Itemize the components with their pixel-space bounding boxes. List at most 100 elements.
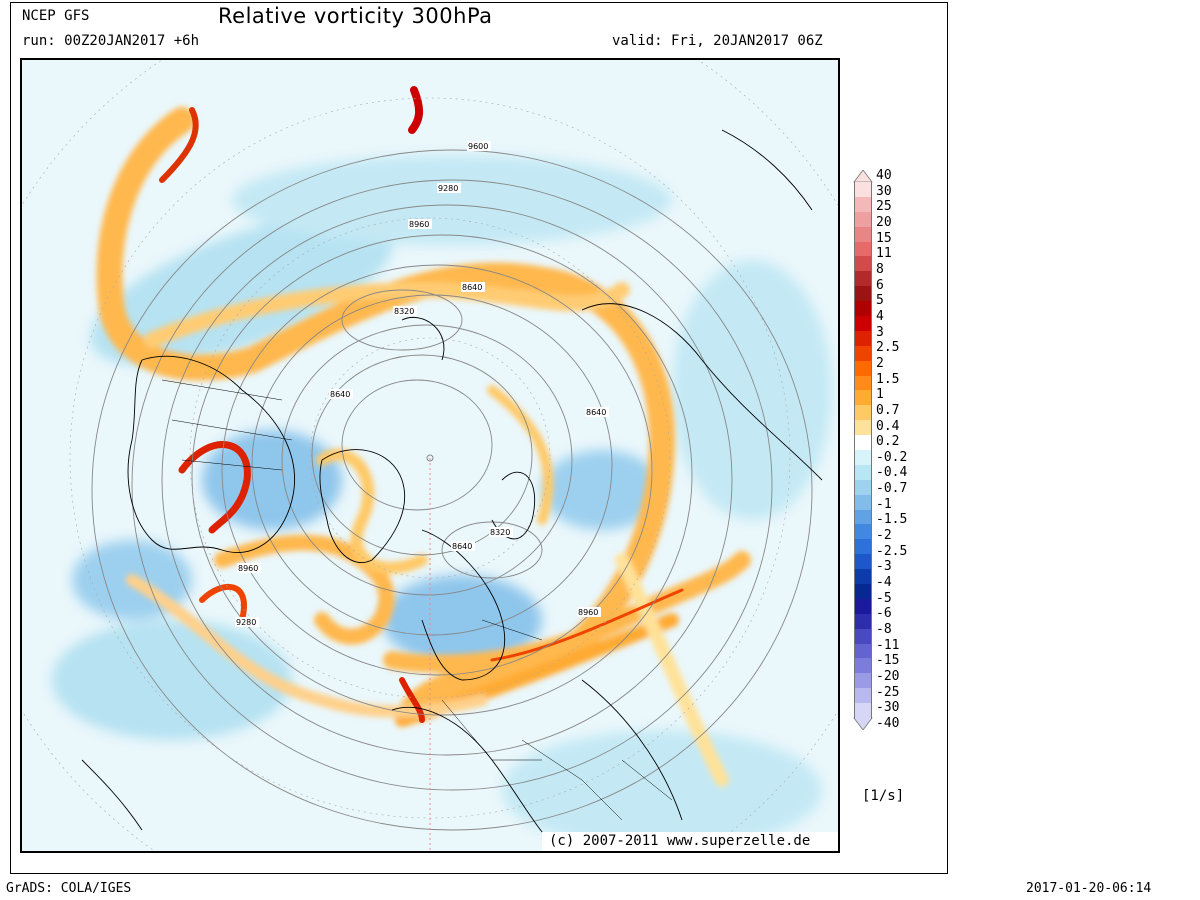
legend-label: 2.5 [876,340,900,356]
legend-swatch [854,435,872,451]
legend-label: 30 [876,183,892,199]
positive-vorticity-jets [96,86,751,787]
legend-swatch [854,211,872,228]
legend-swatch [854,226,872,243]
svg-text:8960: 8960 [409,220,429,229]
vorticity-map: 9600 9280 8960 8640 8320 8640 8640 8320 … [20,58,840,853]
legend-label: 1.5 [876,371,900,387]
country-borders [161,379,673,821]
svg-text:9600: 9600 [468,142,488,151]
legend-label: 0.7 [876,402,900,418]
north-pole-marker [426,454,434,462]
legend-swatch [854,673,872,689]
contour-label: 8960 [577,607,601,617]
run-info: run: 00Z20JAN2017 +6h [22,33,200,49]
svg-text:8640: 8640 [452,542,472,551]
legend-swatch [854,643,872,660]
svg-text:8640: 8640 [586,408,606,417]
legend-swatch [854,316,872,332]
contour-label: 8320 [489,527,513,537]
color-legend: 40 30 25 20 15 11 8 6 5 4 3 2.5 2 1.5 1 0.7 0.4 0.2 -0.2 -0… [852,168,922,731]
legend-label: -30 [876,700,900,716]
legend-swatch [854,464,872,481]
legend-swatch [854,539,872,555]
legend-swatch [854,360,872,377]
model-source: NCEP GFS [22,8,90,24]
legend-swatch [854,345,872,362]
legend-label: 0.2 [876,434,900,450]
legend-swatch [854,450,872,466]
legend-swatch [854,509,872,526]
legend-label: -15 [876,653,900,669]
legend-label: -4 [876,575,892,591]
legend-swatch [854,330,872,347]
legend-label: -11 [876,637,900,653]
legend-label: 40 [876,168,892,183]
legend-label: -8 [876,622,892,638]
legend-label: -5 [876,590,892,606]
valid-time: valid: Fri, 20JAN2017 06Z [612,33,823,49]
legend-swatch [854,584,872,600]
legend-label: -6 [876,606,892,622]
legend-swatch [854,286,872,302]
legend-label: -1.5 [876,512,908,528]
legend-swatch [854,524,872,540]
legend-label: 1 [876,387,884,403]
legend-swatch [854,569,872,585]
legend-label: -0.4 [876,465,908,481]
legend-swatch [854,703,872,719]
legend-swatch [854,301,872,317]
legend-label: 0.4 [876,418,900,434]
svg-text:8640: 8640 [330,390,350,399]
svg-text:8960: 8960 [578,608,598,617]
legend-swatch [854,494,872,511]
legend-label: 3 [876,324,884,340]
legend-label: -40 [876,716,900,731]
legend-swatch [854,182,872,198]
copyright-box [542,832,838,851]
legend-swatch [854,613,872,630]
legend-swatch [854,256,872,272]
legend-label: 5 [876,293,884,309]
legend-swatch [854,405,872,421]
legend-label: 4 [876,308,884,324]
legend-swatch [854,375,872,392]
contour-label: 9600 [467,141,491,151]
svg-text:9280: 9280 [236,618,256,627]
legend-swatch [854,628,872,645]
legend-label: -0.7 [876,481,908,497]
legend-swatch [854,196,872,213]
legend-label: -2 [876,528,892,544]
legend-swatch [854,598,872,615]
legend-label: -25 [876,684,900,700]
legend-label: 11 [876,246,892,262]
legend-swatch [854,479,872,496]
legend-label: -0.2 [876,449,908,465]
svg-text:8320: 8320 [394,307,414,316]
contour-label: 8960 [408,219,432,229]
footer-credit: GrADS: COLA/IGES [6,881,132,896]
svg-text:8320: 8320 [490,528,510,537]
legend-label: -20 [876,669,900,685]
contour-labels: 9600 9280 8960 8640 8320 8640 8640 8320 … [235,141,609,627]
legend-label: -2.5 [876,543,908,559]
copyright-text: (c) 2007-2011 www.superzelle.de [549,833,811,849]
contour-label: 8640 [451,541,475,551]
svg-text:9280: 9280 [438,184,458,193]
svg-text:8640: 8640 [462,283,482,292]
legend-label: 6 [876,277,884,293]
legend-label: 15 [876,230,892,246]
legend-swatch [854,241,872,258]
map-canvas: 9600 9280 8960 8640 8320 8640 8640 8320 … [22,60,838,851]
legend-label: -1 [876,496,892,512]
legend-units: [1/s] [862,788,905,804]
legend-label: 2 [876,355,884,371]
legend-swatch [854,390,872,406]
legend-swatch [854,554,872,570]
contour-label: 9280 [437,183,461,193]
contour-label: 8960 [237,563,261,573]
contour-label: 8640 [329,389,353,399]
legend-label: 8 [876,261,884,277]
height-contours [91,149,813,831]
legend-label: 25 [876,199,892,215]
